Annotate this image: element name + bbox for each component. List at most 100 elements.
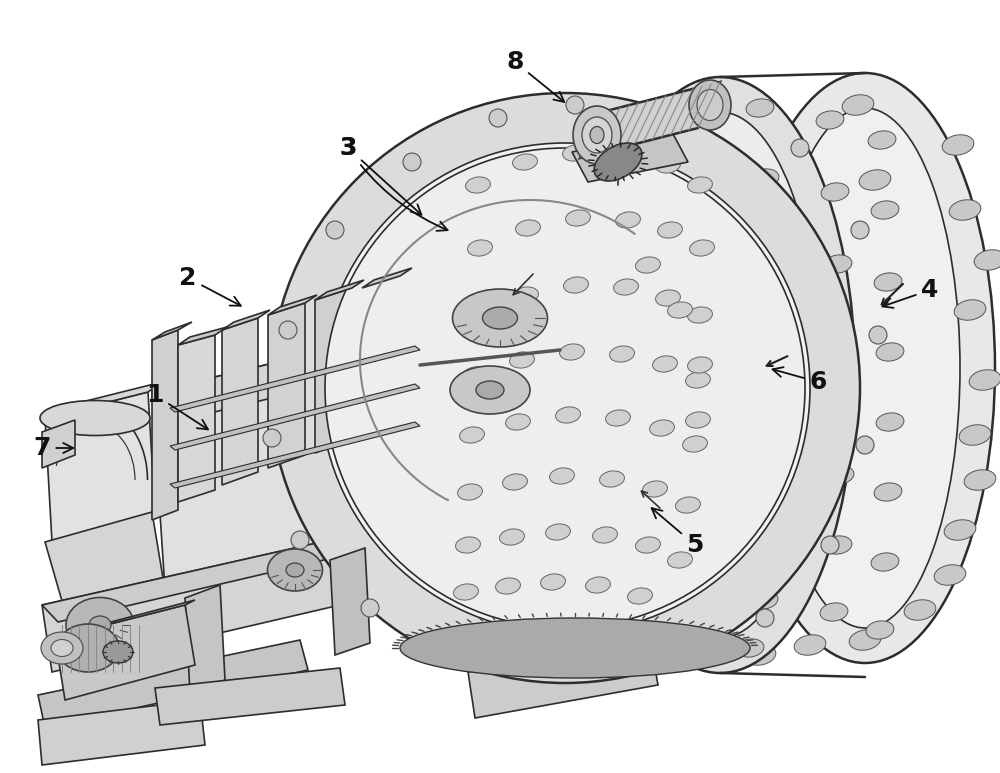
Polygon shape — [42, 540, 345, 622]
Ellipse shape — [456, 537, 480, 553]
Ellipse shape — [826, 326, 854, 344]
Ellipse shape — [794, 635, 826, 656]
Polygon shape — [595, 537, 638, 657]
Ellipse shape — [325, 148, 805, 628]
Ellipse shape — [593, 527, 617, 543]
Text: 4: 4 — [883, 278, 939, 308]
Ellipse shape — [600, 471, 624, 487]
Ellipse shape — [668, 302, 692, 318]
Ellipse shape — [689, 80, 731, 130]
Ellipse shape — [751, 169, 779, 187]
Text: 5: 5 — [652, 508, 704, 557]
Ellipse shape — [564, 277, 588, 293]
Ellipse shape — [964, 470, 996, 490]
Ellipse shape — [643, 481, 667, 497]
Ellipse shape — [57, 624, 119, 672]
Ellipse shape — [361, 599, 379, 617]
Ellipse shape — [869, 326, 887, 344]
Ellipse shape — [866, 621, 894, 639]
Ellipse shape — [586, 577, 610, 593]
Ellipse shape — [876, 413, 904, 431]
Ellipse shape — [680, 586, 708, 604]
Ellipse shape — [500, 529, 524, 545]
Polygon shape — [330, 548, 370, 655]
Ellipse shape — [40, 400, 150, 435]
Polygon shape — [362, 268, 412, 288]
Ellipse shape — [513, 154, 537, 170]
Polygon shape — [55, 605, 195, 700]
Polygon shape — [222, 318, 258, 485]
Ellipse shape — [691, 103, 709, 121]
Ellipse shape — [263, 429, 281, 447]
Ellipse shape — [270, 93, 860, 683]
Polygon shape — [170, 422, 420, 488]
Ellipse shape — [51, 639, 73, 656]
Ellipse shape — [820, 603, 848, 621]
Ellipse shape — [874, 273, 902, 291]
Text: 3: 3 — [339, 136, 448, 231]
Ellipse shape — [821, 536, 839, 554]
Polygon shape — [38, 700, 205, 765]
Ellipse shape — [573, 106, 621, 164]
Ellipse shape — [468, 240, 492, 256]
Ellipse shape — [585, 77, 855, 673]
Ellipse shape — [871, 553, 899, 571]
Polygon shape — [315, 288, 352, 453]
Ellipse shape — [954, 300, 986, 320]
Ellipse shape — [541, 574, 565, 590]
Ellipse shape — [688, 379, 716, 397]
Ellipse shape — [658, 222, 682, 238]
Ellipse shape — [871, 201, 899, 219]
Ellipse shape — [688, 357, 712, 373]
Ellipse shape — [849, 630, 881, 650]
Polygon shape — [42, 420, 75, 468]
Ellipse shape — [503, 474, 527, 490]
Ellipse shape — [628, 588, 652, 604]
Ellipse shape — [594, 143, 642, 181]
Ellipse shape — [566, 96, 584, 114]
Ellipse shape — [876, 343, 904, 361]
Ellipse shape — [851, 221, 869, 239]
Polygon shape — [152, 330, 178, 520]
Ellipse shape — [824, 536, 852, 554]
Ellipse shape — [606, 410, 630, 426]
Ellipse shape — [735, 73, 995, 663]
Text: 6: 6 — [773, 367, 827, 394]
Polygon shape — [152, 318, 480, 635]
Ellipse shape — [688, 307, 712, 323]
Ellipse shape — [463, 367, 487, 383]
Ellipse shape — [656, 157, 680, 173]
Ellipse shape — [828, 397, 856, 415]
Ellipse shape — [690, 240, 714, 256]
Ellipse shape — [859, 170, 891, 190]
Ellipse shape — [754, 243, 782, 261]
Ellipse shape — [754, 523, 782, 541]
Ellipse shape — [66, 598, 134, 652]
Ellipse shape — [856, 436, 874, 454]
Ellipse shape — [450, 366, 530, 414]
Ellipse shape — [286, 563, 304, 577]
Polygon shape — [185, 585, 225, 693]
Polygon shape — [178, 327, 227, 345]
Ellipse shape — [974, 250, 1000, 271]
Ellipse shape — [326, 221, 344, 239]
Ellipse shape — [684, 239, 712, 257]
Ellipse shape — [89, 616, 111, 634]
Polygon shape — [572, 132, 688, 182]
Polygon shape — [45, 382, 162, 418]
Polygon shape — [222, 310, 270, 330]
Ellipse shape — [663, 646, 681, 664]
Ellipse shape — [400, 618, 750, 678]
Ellipse shape — [686, 309, 714, 327]
Ellipse shape — [320, 143, 810, 633]
Polygon shape — [45, 512, 165, 622]
Ellipse shape — [904, 600, 936, 620]
Polygon shape — [170, 346, 420, 412]
Polygon shape — [362, 276, 400, 440]
Ellipse shape — [959, 425, 991, 445]
Ellipse shape — [561, 656, 579, 674]
Ellipse shape — [453, 289, 548, 347]
Ellipse shape — [770, 108, 960, 628]
Ellipse shape — [746, 99, 774, 117]
Ellipse shape — [514, 287, 538, 303]
